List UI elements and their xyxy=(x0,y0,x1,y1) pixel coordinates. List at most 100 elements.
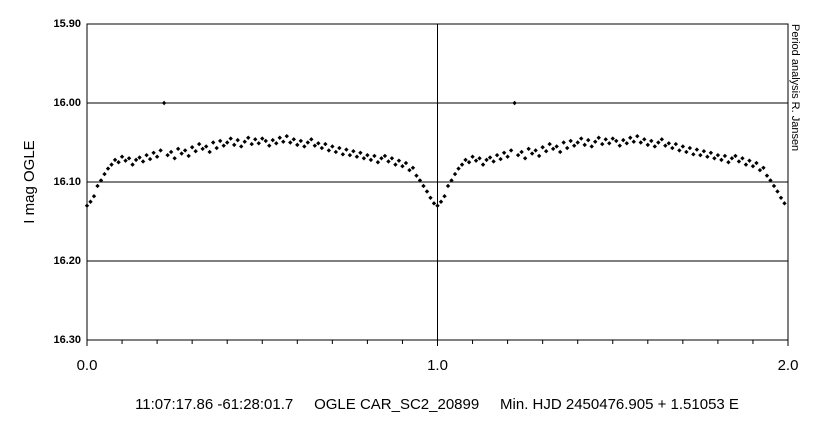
data-point xyxy=(579,136,584,141)
data-point xyxy=(428,195,433,200)
data-point xyxy=(105,166,111,171)
data-point xyxy=(368,157,374,163)
data-point xyxy=(421,183,426,189)
data-point xyxy=(484,157,489,163)
data-point xyxy=(533,148,538,153)
data-point xyxy=(151,150,156,155)
data-point xyxy=(382,153,388,159)
data-point xyxy=(522,156,528,161)
data-point xyxy=(754,160,759,166)
data-point xyxy=(347,152,353,158)
data-point xyxy=(456,166,461,171)
data-point xyxy=(253,137,258,142)
data-point xyxy=(186,153,191,159)
y-tick-label: 16.20 xyxy=(53,255,81,267)
data-point xyxy=(775,189,780,194)
data-point xyxy=(554,144,559,149)
data-point xyxy=(351,148,356,154)
data-point xyxy=(400,164,405,169)
data-point xyxy=(670,145,675,151)
data-point xyxy=(449,178,454,183)
data-point xyxy=(386,159,391,164)
data-point xyxy=(130,162,135,167)
data-point xyxy=(144,152,149,158)
data-point xyxy=(326,148,332,153)
y-tick-label: 16.10 xyxy=(53,176,81,188)
footer: 11:07:17.86 -61:28:01.7 OGLE CAR_SC2_208… xyxy=(135,396,739,413)
data-point xyxy=(694,147,700,152)
data-point xyxy=(733,153,738,159)
data-point xyxy=(571,143,577,148)
y-tick-label: 15.90 xyxy=(53,18,81,30)
data-point xyxy=(747,158,752,163)
data-point xyxy=(414,173,419,178)
data-point xyxy=(344,147,349,152)
data-point xyxy=(691,152,696,157)
data-point xyxy=(557,149,563,155)
data-point xyxy=(393,162,398,167)
data-point xyxy=(119,154,125,159)
data-point xyxy=(480,162,486,167)
data-point xyxy=(593,139,598,144)
data-point xyxy=(764,173,770,178)
data-point xyxy=(161,100,167,106)
data-point xyxy=(491,159,496,164)
data-point xyxy=(621,137,626,143)
data-point xyxy=(487,155,493,160)
data-point xyxy=(652,144,658,149)
data-point xyxy=(740,156,745,161)
data-point xyxy=(189,145,195,150)
data-point xyxy=(445,183,451,189)
data-point xyxy=(628,135,633,140)
data-point xyxy=(91,194,97,199)
data-point xyxy=(743,162,749,167)
data-point xyxy=(123,158,128,163)
data-point xyxy=(158,148,163,153)
data-point xyxy=(656,140,661,145)
data-point xyxy=(498,156,503,162)
data-point xyxy=(232,142,237,148)
data-point xyxy=(137,155,142,160)
data-point xyxy=(649,138,654,144)
data-point xyxy=(291,137,296,142)
data-point xyxy=(684,149,689,155)
data-point xyxy=(477,156,482,161)
data-point xyxy=(659,137,665,142)
data-point xyxy=(389,156,395,161)
data-point xyxy=(726,160,731,165)
data-point xyxy=(337,145,342,151)
data-point xyxy=(582,142,587,148)
data-point xyxy=(666,141,672,146)
y-tick-label: 16.30 xyxy=(53,334,81,346)
data-point xyxy=(638,140,643,145)
data-point xyxy=(473,158,479,163)
data-point xyxy=(680,144,686,149)
data-point xyxy=(358,150,363,155)
data-point xyxy=(316,141,321,146)
data-point xyxy=(239,144,244,149)
data-point xyxy=(438,199,444,204)
data-point xyxy=(84,203,90,208)
data-point xyxy=(312,143,318,148)
data-point xyxy=(603,137,608,142)
x-tick-label: 1.0 xyxy=(427,357,448,374)
data-point xyxy=(547,141,552,147)
data-point xyxy=(614,138,619,144)
data-point xyxy=(519,149,524,155)
data-point xyxy=(712,156,717,161)
data-point xyxy=(459,162,465,167)
data-point xyxy=(782,201,787,206)
data-point xyxy=(235,137,240,143)
data-point xyxy=(221,143,226,148)
data-point xyxy=(340,152,346,157)
data-point xyxy=(596,135,601,140)
data-point xyxy=(452,171,458,177)
data-point xyxy=(217,138,223,144)
data-point xyxy=(277,135,282,140)
data-point xyxy=(687,145,693,151)
data-point xyxy=(698,152,703,158)
data-point xyxy=(133,157,139,163)
data-point xyxy=(589,144,594,149)
data-point xyxy=(302,144,307,149)
